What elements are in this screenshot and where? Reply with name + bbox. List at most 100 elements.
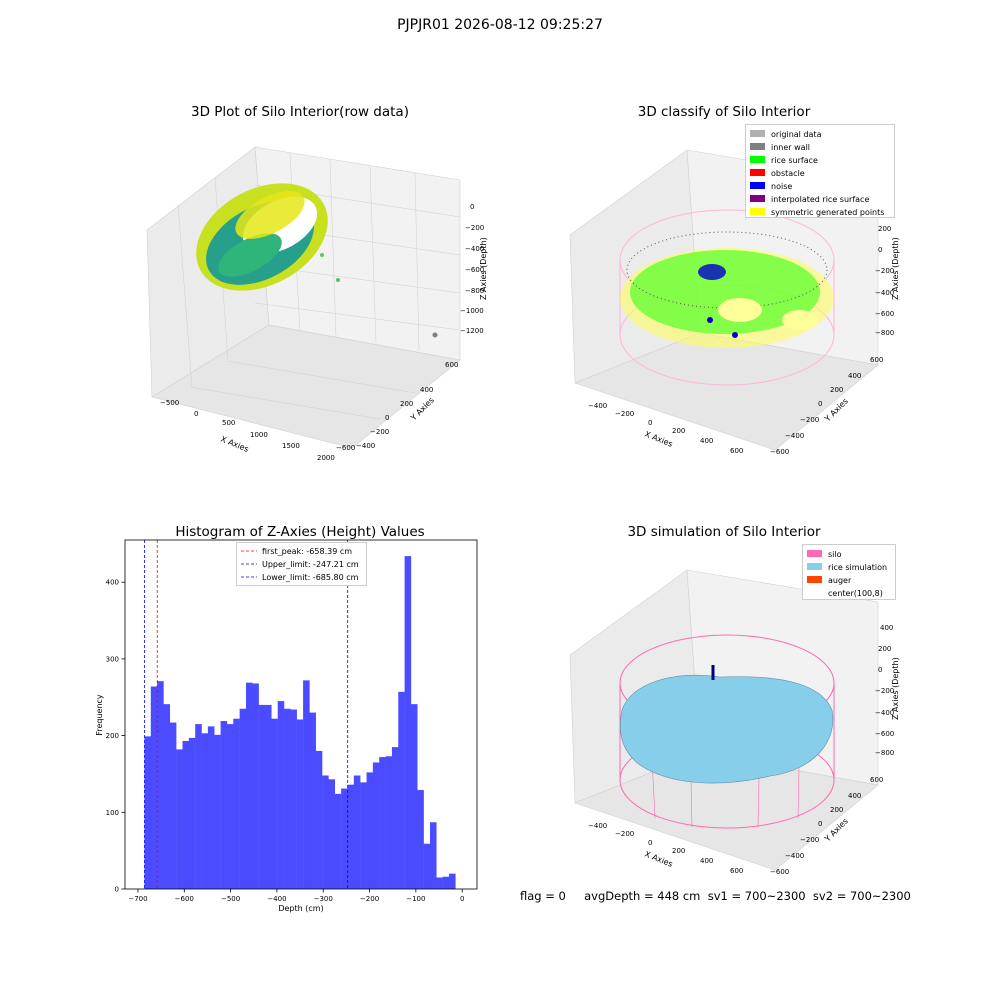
status-footer: flag = 0 avgDepth = 448 cm sv1 = 700~230… bbox=[520, 889, 911, 903]
histogram-x-tick: 0 bbox=[460, 895, 464, 903]
histogram-bar bbox=[322, 775, 329, 889]
raw-y-tick: −400 bbox=[356, 442, 375, 450]
raw-x-label: X Axies bbox=[219, 435, 250, 454]
simulation-x-tick: −400 bbox=[588, 822, 607, 830]
raw-x-tick: 2000 bbox=[317, 454, 335, 462]
classify-legend-swatch bbox=[750, 143, 765, 150]
classify-x-tick: −200 bbox=[615, 410, 634, 418]
histogram-y-tick: 200 bbox=[106, 732, 119, 740]
simulation-legend-swatch bbox=[807, 576, 822, 583]
classify-z-tick: −400 bbox=[875, 289, 894, 297]
classify-3d-plot: −400 −200 0 200 400 600 X Axies 600 400 … bbox=[569, 149, 900, 456]
classify-x-label: X Axies bbox=[643, 430, 674, 449]
raw-x-tick: −500 bbox=[160, 399, 179, 407]
histogram-bar bbox=[353, 775, 361, 889]
simulation-legend: silo rice simulation auger center(100,8) bbox=[802, 544, 896, 600]
raw-y-tick: 0 bbox=[385, 414, 389, 422]
histogram-bar bbox=[271, 718, 278, 889]
simulation-x-tick: 0 bbox=[648, 839, 652, 847]
histogram-bar bbox=[423, 843, 431, 889]
histogram-bar bbox=[277, 701, 285, 889]
raw-z-label: Z Axies (Depth) bbox=[479, 237, 488, 300]
simulation-z-tick: 200 bbox=[878, 645, 891, 653]
simulation-y-tick: 600 bbox=[870, 776, 883, 784]
classify-z-tick: −800 bbox=[875, 329, 894, 337]
histogram-y-tick: 100 bbox=[106, 809, 119, 817]
classify-y-ticks: 600 400 200 0 −200 −400 −600 bbox=[770, 356, 883, 456]
histogram-y-ticks: 0 100 200 300 400 bbox=[106, 579, 125, 894]
histogram-bar bbox=[182, 740, 190, 889]
histogram-bar bbox=[233, 718, 240, 889]
simulation-legend-swatch bbox=[807, 563, 822, 570]
simulation-y-ticks: 600 400 200 0 −200 −400 −600 bbox=[770, 776, 883, 876]
histogram-bar bbox=[296, 719, 304, 889]
histogram-bar bbox=[303, 680, 310, 889]
raw-panel-title: 3D Plot of Silo Interior(row data) bbox=[191, 104, 409, 120]
histogram-bar bbox=[239, 708, 247, 889]
histogram-x-tick: −500 bbox=[221, 895, 240, 903]
simulation-surface bbox=[619, 634, 835, 829]
simulation-z-tick: −800 bbox=[875, 749, 894, 757]
classify-x-tick: 600 bbox=[730, 447, 743, 455]
histogram-bar bbox=[404, 556, 412, 889]
simulation-x-label: X Axies bbox=[643, 850, 674, 869]
histogram-bar bbox=[347, 784, 355, 889]
simulation-x-tick: −200 bbox=[615, 830, 634, 838]
classify-z-tick: 0 bbox=[878, 246, 882, 254]
raw-z-tick: −1000 bbox=[460, 307, 484, 315]
simulation-legend-label: silo bbox=[828, 550, 842, 559]
classify-legend: original data inner wall rice surface obsta… bbox=[745, 124, 895, 218]
histogram-chart: −700 −600 −500 −400 −300 −200 −100 0 0 100 200 300… bbox=[95, 539, 478, 913]
simulation-y-tick: −200 bbox=[800, 836, 819, 844]
histogram-bar bbox=[176, 749, 183, 889]
simulation-z-label: Z Axies (Depth) bbox=[891, 657, 900, 720]
classify-x-ticks: −400 −200 0 200 400 600 bbox=[588, 402, 743, 455]
histogram-bar bbox=[195, 724, 202, 889]
histogram-bar bbox=[201, 733, 209, 889]
simulation-z-tick: 400 bbox=[880, 624, 893, 632]
simulation-x-tick: 600 bbox=[730, 867, 743, 875]
raw-y-tick: −600 bbox=[336, 444, 355, 452]
raw-x-tick: 0 bbox=[194, 410, 198, 418]
classify-legend-swatch bbox=[750, 156, 765, 163]
raw-z-tick: −400 bbox=[465, 245, 484, 253]
classify-x-tick: 200 bbox=[672, 427, 685, 435]
raw-z-tick: 0 bbox=[470, 203, 474, 211]
histogram-x-tick: −600 bbox=[175, 895, 194, 903]
histogram-x-tick: −200 bbox=[360, 895, 379, 903]
histogram-y-label: Frequency bbox=[95, 694, 104, 736]
simulation-3d-plot: −400 −200 0 200 400 600 X Axies 600 400 … bbox=[569, 569, 900, 876]
histogram-bar bbox=[188, 737, 196, 889]
histogram-bar bbox=[207, 726, 215, 889]
histogram-legend-label: Lower_limit: -685.80 cm bbox=[262, 573, 359, 582]
classify-z-label: Z Axies (Depth) bbox=[891, 237, 900, 300]
histogram-bar bbox=[315, 750, 323, 889]
classify-legend-label: symmetric generated points bbox=[771, 208, 884, 217]
histogram-bar bbox=[226, 724, 234, 889]
raw-y-ticks: 600 400 200 0 −200 −400 −600 bbox=[336, 361, 458, 452]
histogram-bar bbox=[265, 704, 272, 889]
histogram-bar bbox=[449, 873, 456, 889]
histogram-frame bbox=[124, 539, 478, 890]
histogram-x-tick: −700 bbox=[128, 895, 147, 903]
histogram-bars bbox=[144, 556, 456, 889]
histogram-bar bbox=[157, 681, 164, 889]
histogram-bar bbox=[258, 704, 266, 889]
simulation-y-tick: 400 bbox=[848, 792, 861, 800]
histogram-bar bbox=[163, 704, 171, 889]
simulation-y-tick: 0 bbox=[818, 820, 822, 828]
histogram-bar bbox=[309, 712, 316, 889]
classify-y-tick: 600 bbox=[870, 356, 883, 364]
classify-x-tick: 0 bbox=[648, 419, 652, 427]
classify-legend-label: rice surface bbox=[771, 156, 818, 165]
classify-y-tick: 0 bbox=[818, 400, 822, 408]
classify-y-tick: 400 bbox=[848, 372, 861, 380]
raw-3d-plot: −500 0 500 1000 1500 2000 X Axies 600 40… bbox=[146, 146, 488, 462]
histogram-title: Histogram of Z-Axies (Height) Values bbox=[175, 524, 425, 540]
raw-z-tick: −1200 bbox=[460, 327, 484, 335]
simulation-y-tick: −400 bbox=[785, 852, 804, 860]
simulation-x-ticks: −400 −200 0 200 400 600 bbox=[588, 822, 743, 875]
classify-z-tick: 200 bbox=[878, 225, 891, 233]
histogram-bar bbox=[366, 772, 374, 889]
classify-legend-swatch bbox=[750, 182, 765, 189]
